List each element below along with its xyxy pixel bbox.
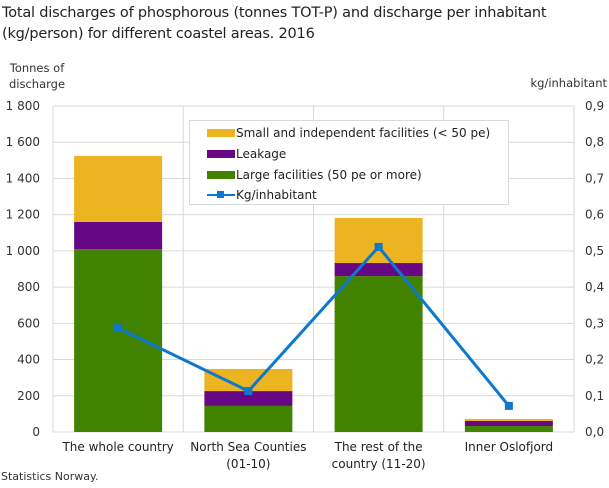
left-axis-tick: 1 400 <box>6 171 40 185</box>
legend-label: Kg/inhabitant <box>236 188 317 202</box>
chart-title: Total discharges of phosphorous (tonnes … <box>2 5 547 42</box>
legend-swatch-leakage <box>207 150 235 158</box>
bar-segment <box>204 391 293 406</box>
left-axis-label-line1: Tonnes of <box>9 61 65 75</box>
bar-segment <box>334 276 423 432</box>
category-label: The whole country <box>61 440 173 454</box>
chart-legend: Small and independent facilities (< 50 p… <box>189 120 509 205</box>
right-axis-tick: 0,4 <box>585 280 604 294</box>
right-axis-tick: 0,2 <box>585 353 604 367</box>
left-axis-tick: 1 600 <box>6 135 40 149</box>
bar-segment <box>464 420 553 427</box>
legend-label: Large facilities (50 pe or more) <box>236 168 422 182</box>
line-marker-icon <box>244 387 253 396</box>
left-axis-tick: 0 <box>32 425 40 439</box>
right-axis-tick: 0,1 <box>585 389 604 403</box>
right-axis-tick: 0,0 <box>585 425 604 439</box>
category-label: The rest of the <box>334 440 423 454</box>
category-label: Inner Oslofjord <box>465 440 554 454</box>
source-note: Statistics Norway. <box>1 470 99 483</box>
bar-segment <box>334 217 423 264</box>
left-axis-tick: 800 <box>17 280 40 294</box>
legend-item-large-facilities: Large facilities (50 pe or more) <box>207 165 422 185</box>
legend-item-leakage: Leakage <box>207 144 286 164</box>
category-label: North Sea Counties <box>190 440 306 454</box>
legend-item-kg-inhabitant: Kg/inhabitant <box>207 185 317 205</box>
right-axis-tick: 0,5 <box>585 244 604 258</box>
line-marker-icon <box>374 242 383 251</box>
bar-segment <box>464 418 553 421</box>
bar-segment <box>74 249 163 432</box>
bar-segment <box>334 263 423 277</box>
left-axis-tick: 600 <box>17 316 40 330</box>
bar-segment <box>204 368 293 392</box>
left-axis-label-line2: discharge <box>8 77 66 91</box>
left-axis-tick: 1 200 <box>6 208 40 222</box>
bar-segment <box>74 221 163 250</box>
right-axis-tick: 0,6 <box>585 208 604 222</box>
legend-item-small-facilities: Small and independent facilities (< 50 p… <box>207 123 490 143</box>
legend-label: Small and independent facilities (< 50 p… <box>236 126 491 140</box>
left-axis-label: Tonnes of discharge <box>2 60 72 92</box>
left-axis-tick: 200 <box>17 389 40 403</box>
line-marker-icon <box>504 401 513 410</box>
right-axis-tick: 0,8 <box>585 135 604 149</box>
right-axis-label: kg/inhabitant <box>530 76 607 90</box>
bar-segment <box>204 405 293 432</box>
bar-segment <box>74 155 163 222</box>
category-label: (01-10) <box>226 457 270 471</box>
legend-label: Leakage <box>236 147 287 161</box>
bar-segment <box>464 426 553 432</box>
right-axis-tick: 0,7 <box>585 171 604 185</box>
left-axis-tick: 1 000 <box>6 244 40 258</box>
right-axis-tick: 0,3 <box>585 316 604 330</box>
left-axis-tick: 400 <box>17 353 40 367</box>
legend-swatch-small-facilities <box>207 129 235 137</box>
category-label: country (11-20) <box>332 457 426 471</box>
left-axis-tick: 1 800 <box>6 99 40 113</box>
right-axis-tick: 0,9 <box>585 99 604 113</box>
legend-line-marker-icon <box>207 191 235 199</box>
kg-per-inhabitant-line <box>117 245 511 407</box>
line-marker-icon <box>114 324 123 333</box>
legend-swatch-large-facilities <box>207 171 235 179</box>
